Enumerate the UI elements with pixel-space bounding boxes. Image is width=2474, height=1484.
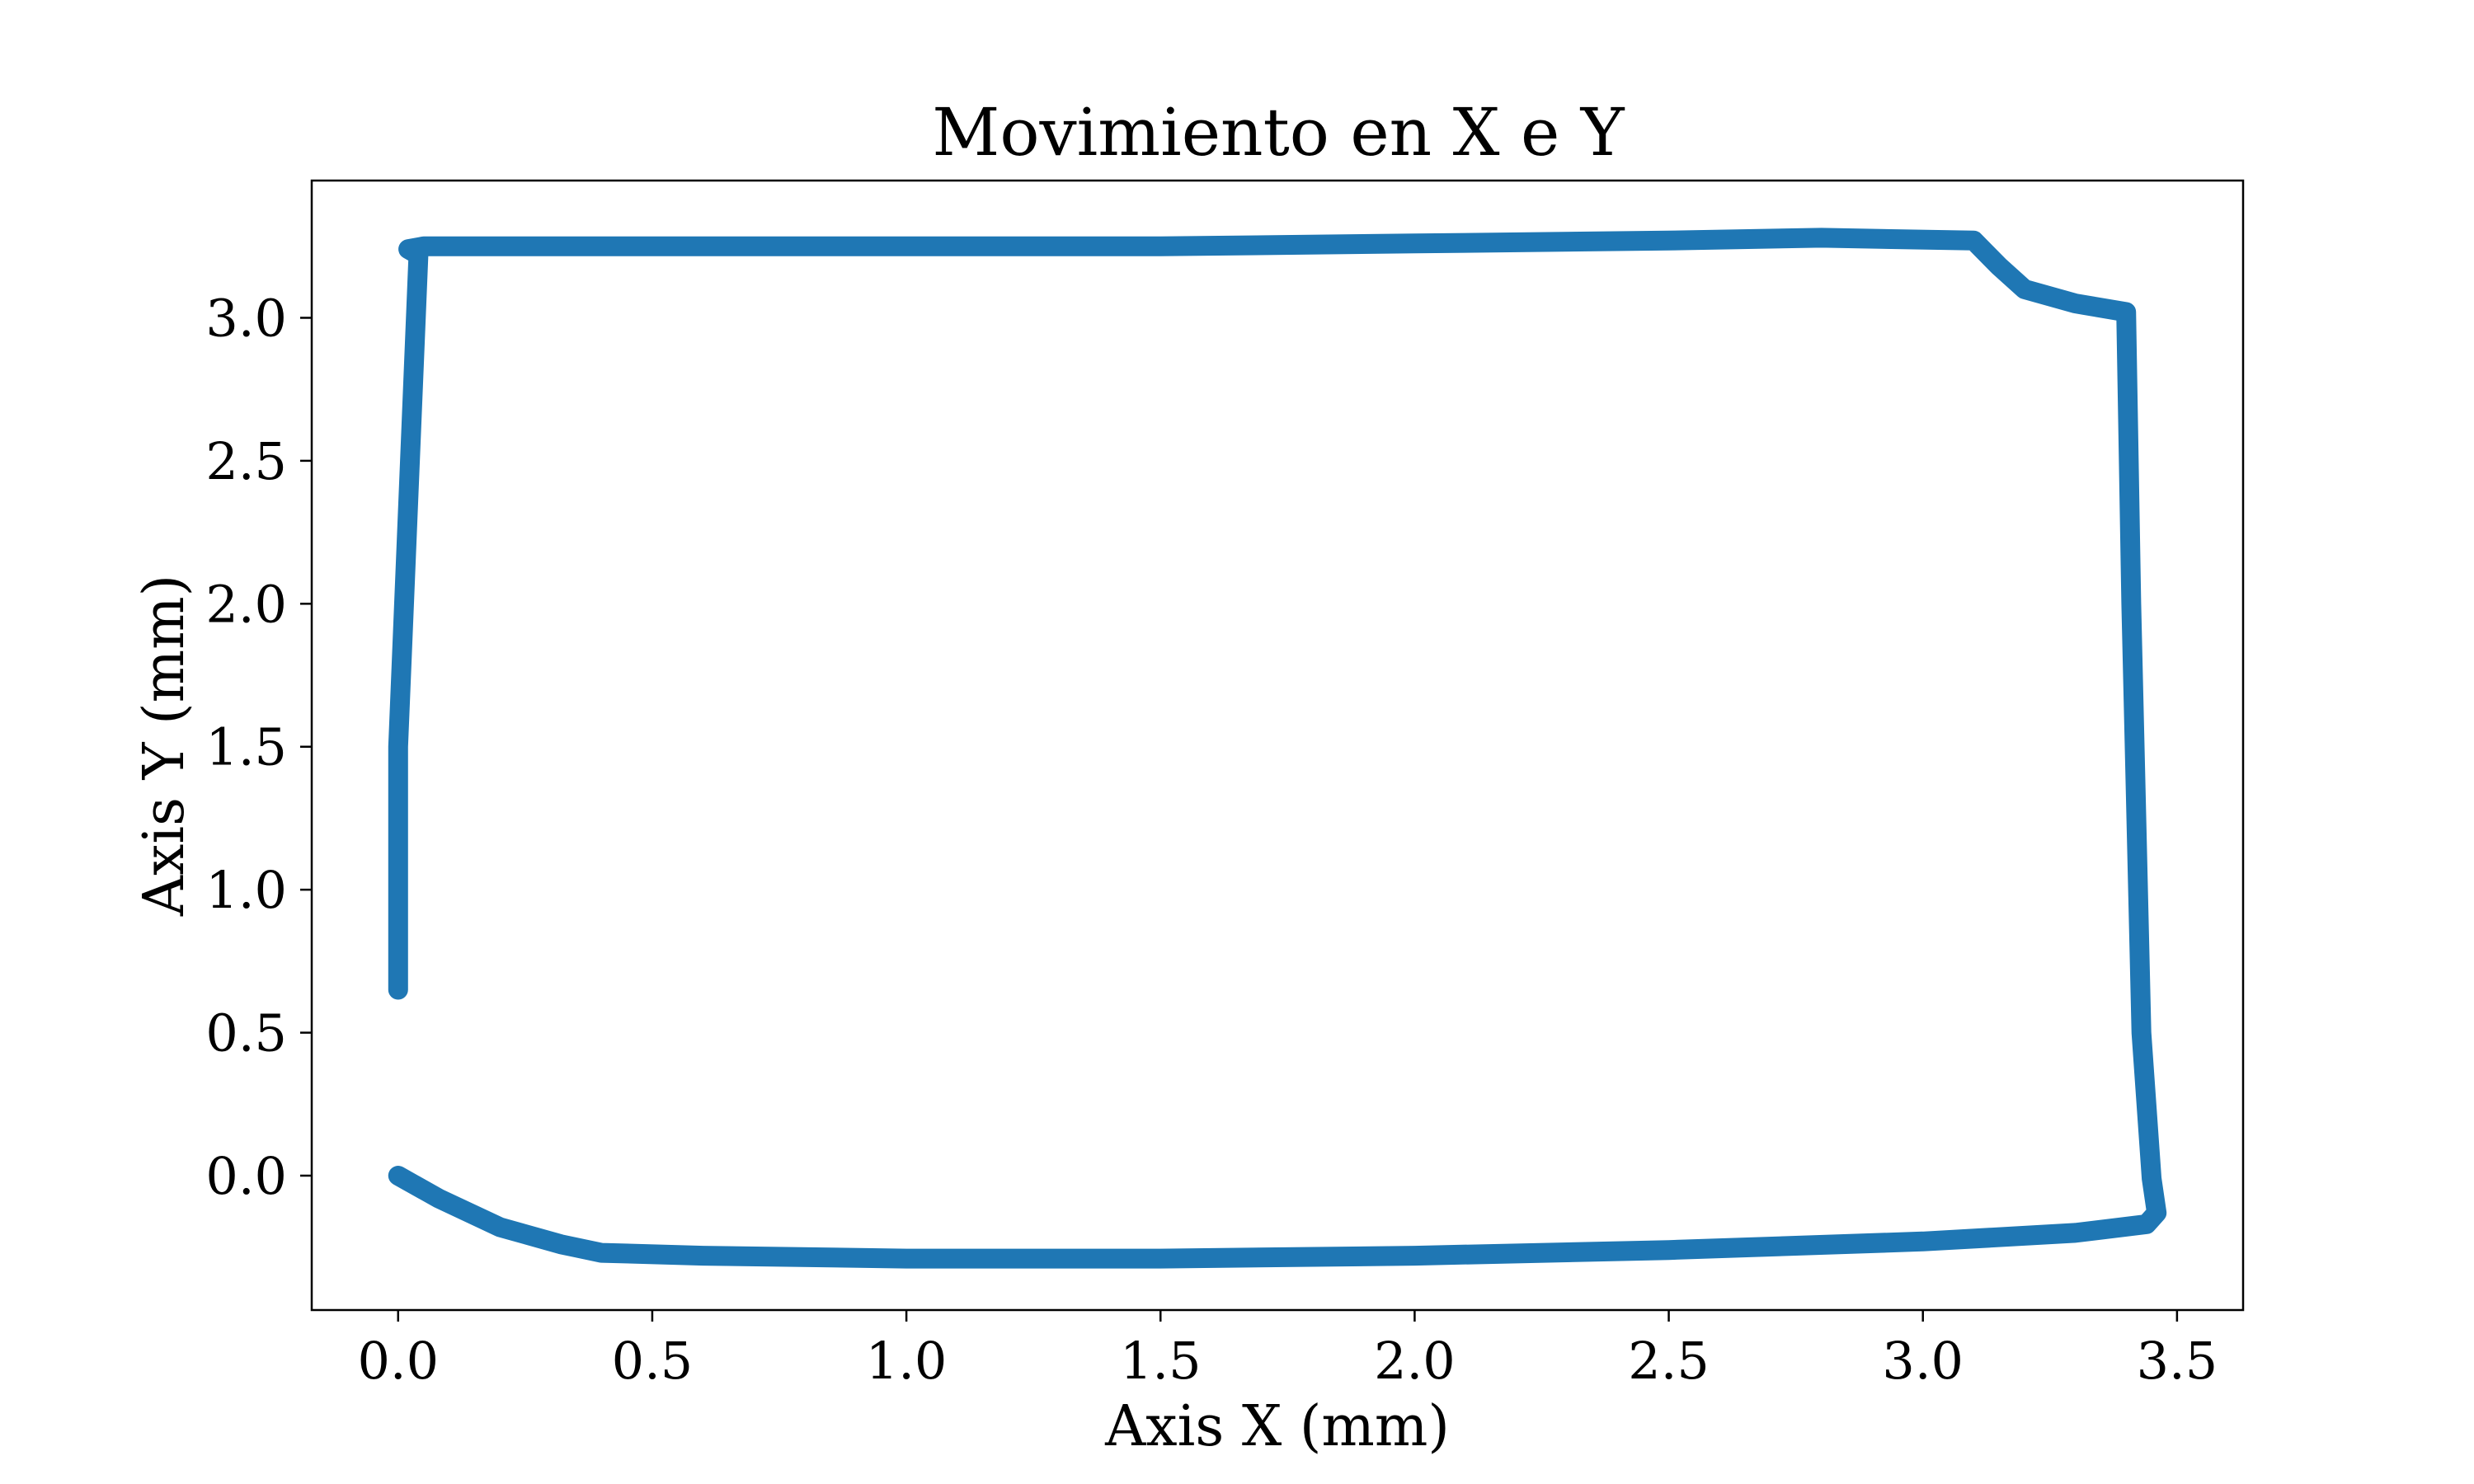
x-tick-label: 3.0 [1882,1331,1964,1391]
x-tick-label: 2.5 [1628,1331,1710,1391]
y-tick-label: 1.0 [205,860,287,920]
x-axis-ticks: 0.0 0.5 1.0 1.5 2.0 2.5 3.0 3.5 [357,1310,2218,1391]
x-tick-label: 2.0 [1374,1331,1456,1391]
y-tick-label: 1.5 [205,717,287,777]
series-line [388,228,2167,1269]
y-tick-label: 3.0 [205,288,287,348]
x-tick-label: 0.5 [612,1331,694,1391]
series-layer [388,228,2167,1269]
y-axis-ticks: 0.0 0.5 1.0 1.5 2.0 2.5 3.0 [205,288,312,1206]
y-tick-label: 0.0 [205,1146,287,1206]
chart-title: Movimiento en X e Y [932,94,1625,171]
x-tick-label: 1.0 [866,1331,948,1391]
x-tick-label: 0.0 [357,1331,439,1391]
plot-area-frame [310,179,2245,1312]
y-tick-label: 0.5 [205,1003,287,1064]
y-tick-label: 2.0 [205,574,287,634]
x-tick-label: 1.5 [1120,1331,1202,1391]
y-axis-label: Axis Y (mm) [132,575,197,917]
x-axis-label: Axis X (mm) [1104,1394,1450,1459]
x-tick-label: 3.5 [2137,1331,2218,1391]
y-tick-label: 2.5 [205,431,287,491]
